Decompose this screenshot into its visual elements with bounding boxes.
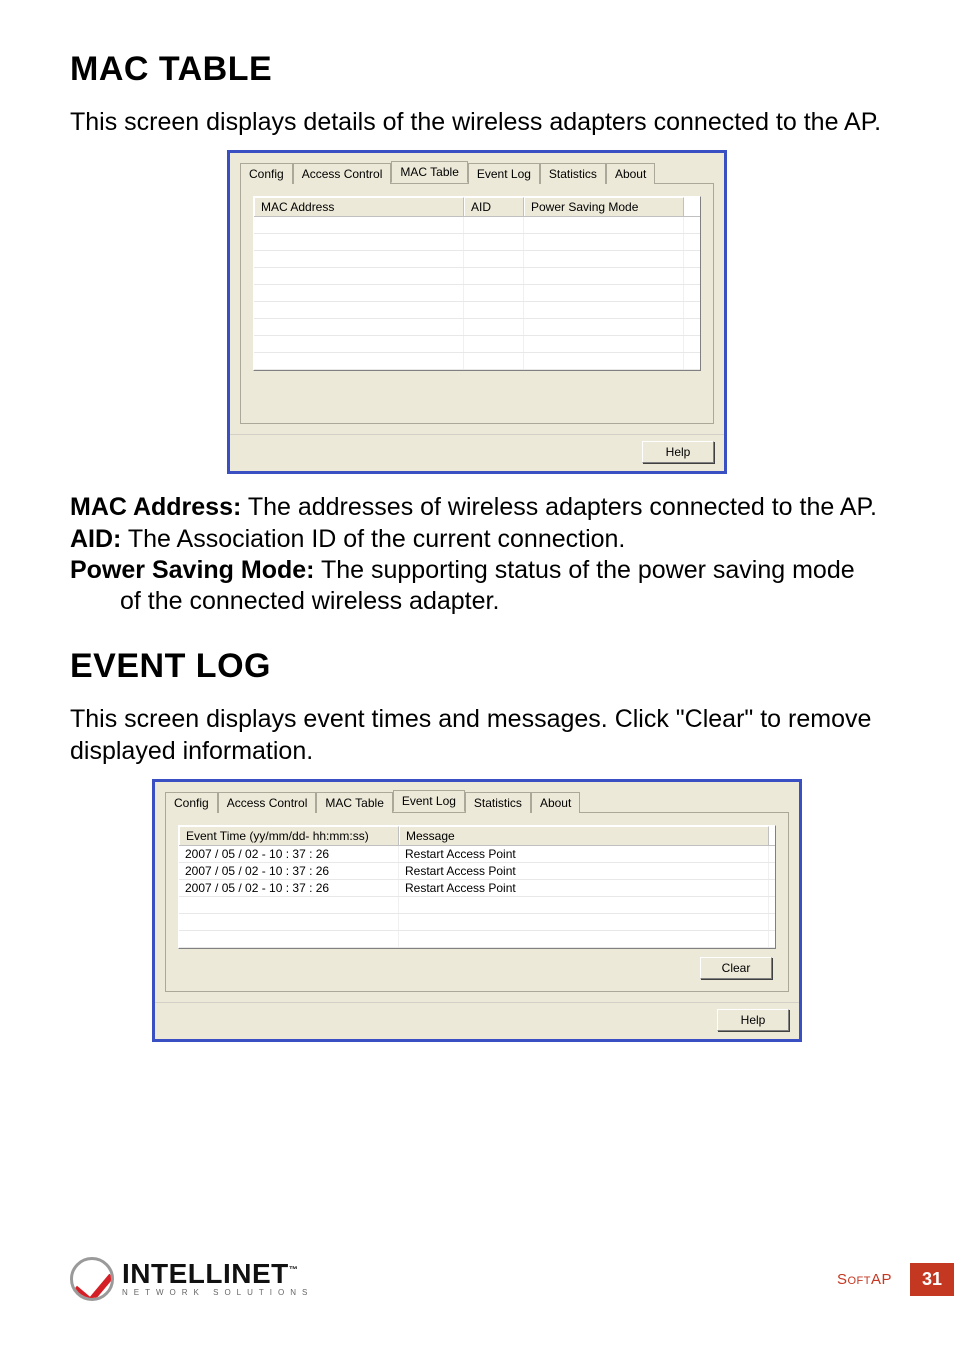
table-row[interactable]	[254, 217, 700, 234]
tab-config[interactable]: Config	[240, 163, 293, 184]
table-row[interactable]	[254, 319, 700, 336]
event-log-listview[interactable]: Event Time (yy/mm/dd- hh:mm:ss)Message 2…	[178, 825, 776, 949]
checkmark-icon	[70, 1257, 114, 1301]
event-log-screenshot: ConfigAccess ControlMAC TableEvent LogSt…	[70, 779, 884, 1042]
help-button[interactable]: Help	[642, 441, 714, 463]
table-row[interactable]	[179, 914, 775, 931]
def-psm-text: The supporting status of the power savin…	[314, 556, 854, 584]
table-row[interactable]	[254, 336, 700, 353]
brand-logo: INTELLINET™ NETWORK SOLUTIONS	[70, 1257, 313, 1301]
tab-access-control[interactable]: Access Control	[293, 163, 392, 184]
mac-table-screenshot: ConfigAccess ControlMAC TableEvent LogSt…	[70, 150, 884, 474]
help-button[interactable]: Help	[717, 1009, 789, 1031]
column-header[interactable]: Power Saving Mode	[524, 197, 684, 216]
mac-table-listview[interactable]: MAC AddressAIDPower Saving Mode	[253, 196, 701, 371]
table-row[interactable]: 2007 / 05 / 02 - 10 : 37 : 26Restart Acc…	[179, 863, 775, 880]
def-psm-text-cont: of the connected wireless adapter.	[70, 586, 884, 617]
tab-mac-table[interactable]: MAC Table	[391, 161, 467, 183]
table-row[interactable]	[254, 251, 700, 268]
table-row[interactable]	[179, 897, 775, 914]
table-row[interactable]	[254, 234, 700, 251]
def-mac-text: The addresses of wireless adapters conne…	[241, 493, 877, 521]
table-row[interactable]	[254, 302, 700, 319]
footer-section-label: SoftAP	[837, 1271, 892, 1288]
table-row[interactable]: 2007 / 05 / 02 - 10 : 37 : 26Restart Acc…	[179, 880, 775, 897]
table-row[interactable]	[254, 353, 700, 370]
tab-event-log[interactable]: Event Log	[393, 790, 465, 812]
def-aid-label: AID:	[70, 525, 121, 553]
mac-table-intro: This screen displays details of the wire…	[70, 107, 884, 138]
brand-tagline: NETWORK SOLUTIONS	[122, 1288, 313, 1297]
tab-mac-table[interactable]: MAC Table	[316, 792, 392, 813]
tab-config[interactable]: Config	[165, 792, 218, 813]
tab-statistics[interactable]: Statistics	[465, 792, 531, 813]
page-number: 31	[910, 1263, 954, 1296]
tab-statistics[interactable]: Statistics	[540, 163, 606, 184]
brand-name: INTELLINET™	[122, 1261, 313, 1286]
mac-definitions: MAC Address: The addresses of wireless a…	[70, 492, 884, 617]
def-aid-text: The Association ID of the current connec…	[121, 525, 625, 553]
def-mac-label: MAC Address:	[70, 493, 241, 521]
table-row[interactable]	[254, 285, 700, 302]
page-footer: INTELLINET™ NETWORK SOLUTIONS SoftAP 31	[70, 1257, 954, 1301]
event-log-heading: EVENT LOG	[70, 647, 884, 686]
table-row[interactable]	[179, 931, 775, 948]
tab-about[interactable]: About	[606, 163, 655, 184]
tab-access-control[interactable]: Access Control	[218, 792, 317, 813]
column-header[interactable]: Event Time (yy/mm/dd- hh:mm:ss)	[179, 826, 399, 845]
table-row[interactable]: 2007 / 05 / 02 - 10 : 37 : 26Restart Acc…	[179, 846, 775, 863]
tab-about[interactable]: About	[531, 792, 580, 813]
table-row[interactable]	[254, 268, 700, 285]
event-log-intro: This screen displays event times and mes…	[70, 704, 884, 767]
clear-button[interactable]: Clear	[700, 957, 772, 979]
column-header[interactable]: Message	[399, 826, 769, 845]
column-header[interactable]: MAC Address	[254, 197, 464, 216]
column-header[interactable]: AID	[464, 197, 524, 216]
mac-table-heading: MAC TABLE	[70, 50, 884, 89]
tab-event-log[interactable]: Event Log	[468, 163, 540, 184]
def-psm-label: Power Saving Mode:	[70, 556, 314, 584]
